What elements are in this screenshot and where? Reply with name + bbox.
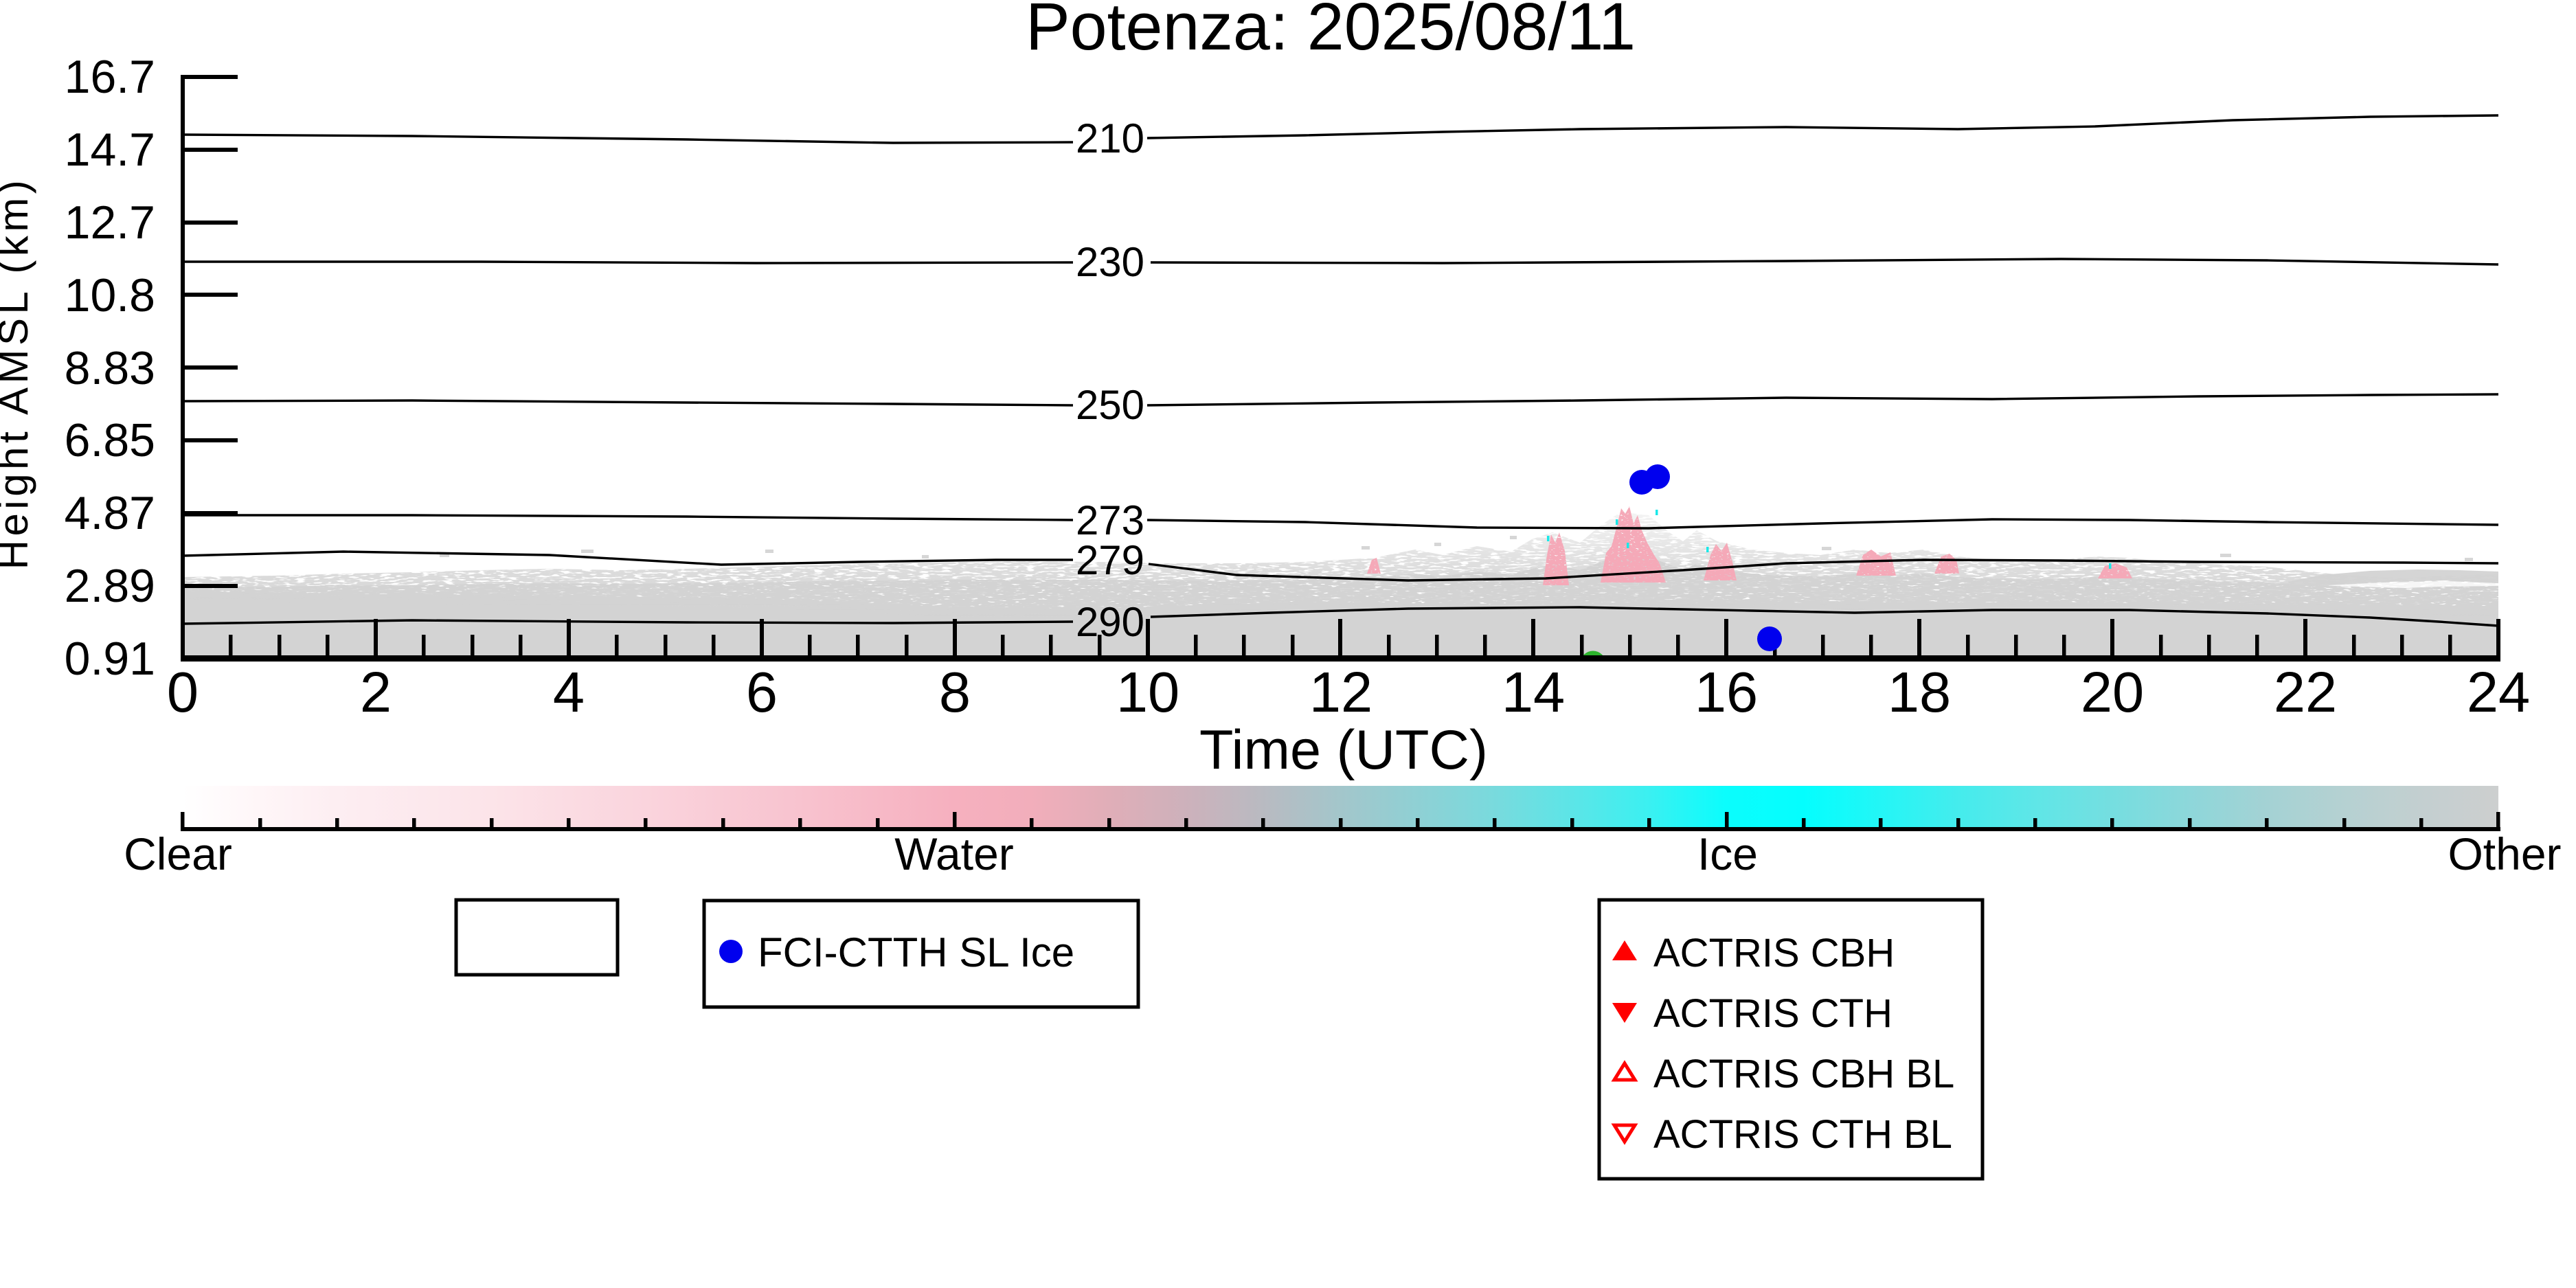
svg-text:FCI-CTTH SL Ice: FCI-CTTH SL Ice bbox=[758, 929, 1074, 975]
svg-text:Other: Other bbox=[2448, 828, 2561, 879]
svg-text:18: 18 bbox=[1888, 660, 1951, 724]
svg-text:Water: Water bbox=[894, 828, 1014, 879]
svg-text:Height AMSL (km): Height AMSL (km) bbox=[0, 177, 36, 570]
svg-text:ACTRIS CTH: ACTRIS CTH bbox=[1653, 991, 1893, 1036]
svg-text:290: 290 bbox=[1076, 599, 1144, 645]
svg-text:210: 210 bbox=[1076, 115, 1144, 161]
svg-text:273: 273 bbox=[1076, 497, 1144, 543]
svg-text:250: 250 bbox=[1076, 382, 1144, 428]
svg-text:22: 22 bbox=[2274, 660, 2337, 724]
svg-text:0: 0 bbox=[167, 660, 199, 724]
svg-text:230: 230 bbox=[1076, 239, 1144, 285]
svg-text:2: 2 bbox=[360, 660, 392, 724]
svg-text:4: 4 bbox=[553, 660, 585, 724]
svg-text:16: 16 bbox=[1695, 660, 1758, 724]
svg-text:10: 10 bbox=[1116, 660, 1179, 724]
svg-text:4.87: 4.87 bbox=[65, 487, 155, 539]
svg-text:Potenza: 2025/08/11: Potenza: 2025/08/11 bbox=[1026, 0, 1636, 64]
svg-text:ACTRIS CBH BL: ACTRIS CBH BL bbox=[1653, 1052, 1954, 1096]
svg-text:8: 8 bbox=[939, 660, 971, 724]
svg-text:Clear: Clear bbox=[124, 828, 232, 879]
svg-text:14: 14 bbox=[1502, 660, 1565, 724]
svg-text:2.89: 2.89 bbox=[65, 560, 155, 612]
svg-text:14.7: 14.7 bbox=[65, 124, 155, 176]
svg-text:8.83: 8.83 bbox=[65, 342, 155, 394]
svg-text:6.85: 6.85 bbox=[65, 414, 155, 466]
svg-text:6: 6 bbox=[746, 660, 778, 724]
svg-text:Time (UTC): Time (UTC) bbox=[1199, 719, 1488, 781]
svg-text:12: 12 bbox=[1309, 660, 1372, 724]
svg-text:10.8: 10.8 bbox=[65, 269, 155, 321]
svg-text:0.91: 0.91 bbox=[65, 633, 155, 685]
svg-text:279: 279 bbox=[1076, 537, 1144, 583]
svg-text:ACTRIS CTH BL: ACTRIS CTH BL bbox=[1653, 1112, 1952, 1157]
svg-text:24: 24 bbox=[2467, 660, 2530, 724]
svg-text:Ice: Ice bbox=[1697, 828, 1758, 879]
svg-text:16.7: 16.7 bbox=[65, 51, 155, 103]
svg-text:ACTRIS CBH: ACTRIS CBH bbox=[1653, 931, 1895, 975]
svg-text:12.7: 12.7 bbox=[65, 196, 155, 249]
svg-text:20: 20 bbox=[2081, 660, 2144, 724]
